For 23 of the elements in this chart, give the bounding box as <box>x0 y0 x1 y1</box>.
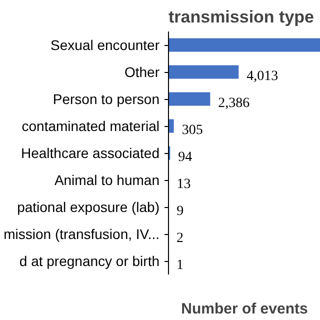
data-label: 1 <box>176 258 184 273</box>
x-axis-title: Number of events <box>181 300 308 318</box>
y-tick-label: Healthcare associated <box>20 145 160 161</box>
bar <box>168 65 239 79</box>
bar <box>168 38 320 52</box>
y-tick-label: Other <box>124 64 160 80</box>
y-tick-label: Person to person <box>52 91 160 107</box>
data-label: 13 <box>176 177 191 192</box>
y-tick-label: Sexual encounter <box>50 37 160 53</box>
data-label: 9 <box>176 204 184 219</box>
y-tick-label: mission (transfusion, IV... <box>4 226 160 242</box>
bar <box>168 92 210 106</box>
data-label: 2 <box>176 231 184 246</box>
y-tick-label: d at pregnancy or birth <box>19 253 160 269</box>
data-label: 305 <box>182 123 203 138</box>
data-label: 4,013 <box>246 69 278 84</box>
y-tick-label: Animal to human <box>54 172 160 188</box>
y-tick-label: pational exposure (lab) <box>17 199 160 215</box>
y-tick-label: contaminated material <box>22 118 160 134</box>
bar <box>168 119 174 133</box>
data-label: 2,386 <box>218 96 250 111</box>
chart-title: transmission type <box>168 8 314 26</box>
data-label: 94 <box>178 150 192 165</box>
